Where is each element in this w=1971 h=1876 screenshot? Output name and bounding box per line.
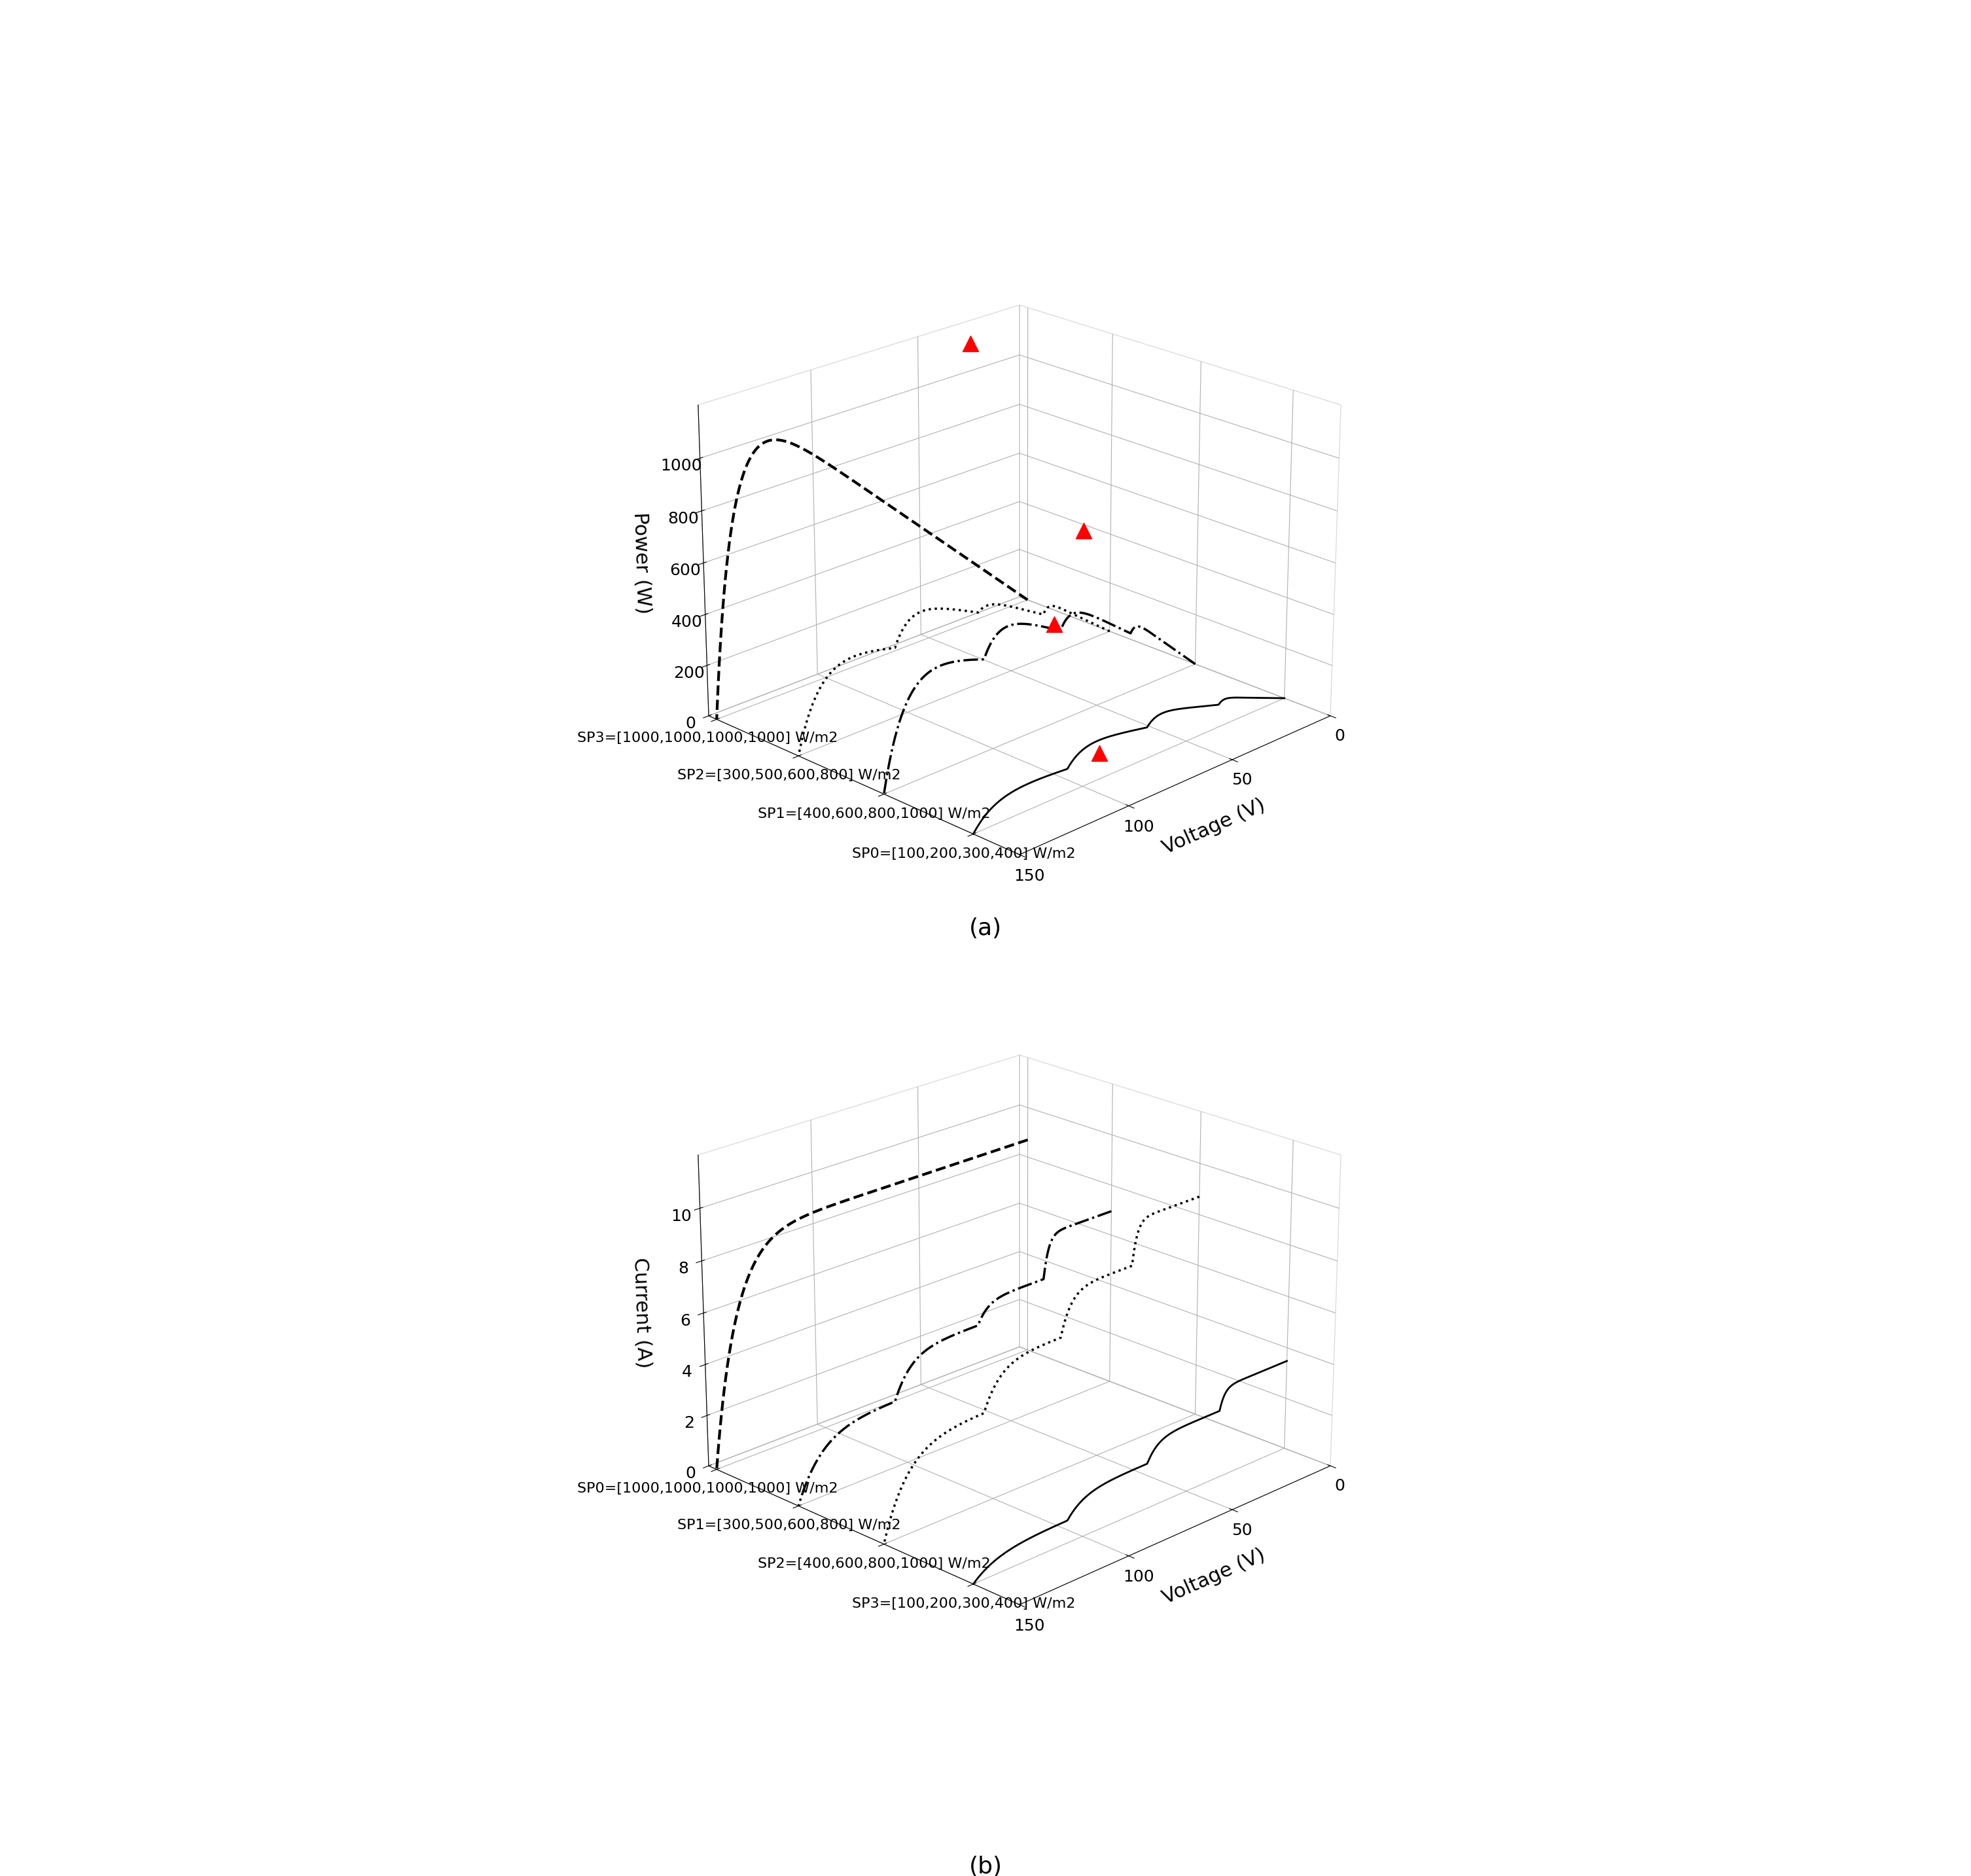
- Text: (b): (b): [970, 1855, 1001, 1876]
- X-axis label: Voltage (V): Voltage (V): [1159, 795, 1267, 857]
- Text: (a): (a): [970, 917, 1001, 940]
- X-axis label: Voltage (V): Voltage (V): [1159, 1546, 1267, 1608]
